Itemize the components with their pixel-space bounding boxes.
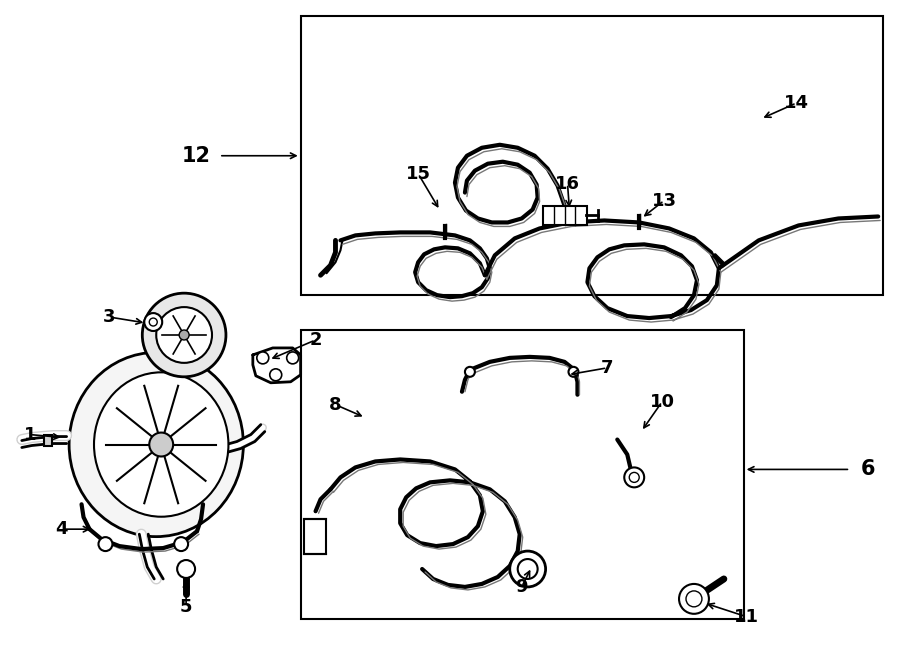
Text: 3: 3 bbox=[104, 308, 116, 326]
Circle shape bbox=[287, 352, 299, 364]
Circle shape bbox=[569, 367, 579, 377]
Circle shape bbox=[149, 318, 158, 326]
Text: 11: 11 bbox=[734, 608, 760, 626]
Bar bbox=[543, 205, 588, 226]
Bar bbox=[303, 519, 326, 554]
Text: 13: 13 bbox=[652, 191, 677, 210]
Circle shape bbox=[256, 352, 269, 364]
Circle shape bbox=[179, 330, 189, 340]
Circle shape bbox=[144, 313, 162, 331]
Circle shape bbox=[142, 293, 226, 377]
Text: 10: 10 bbox=[650, 393, 675, 410]
Ellipse shape bbox=[94, 372, 229, 517]
Bar bbox=[301, 17, 883, 295]
Circle shape bbox=[625, 467, 644, 487]
Circle shape bbox=[157, 307, 212, 363]
Circle shape bbox=[686, 591, 702, 607]
Ellipse shape bbox=[69, 352, 243, 537]
Text: 15: 15 bbox=[406, 165, 430, 183]
Circle shape bbox=[518, 559, 537, 579]
Text: 5: 5 bbox=[180, 598, 193, 616]
Circle shape bbox=[629, 473, 639, 483]
Bar bbox=[44, 434, 51, 446]
Circle shape bbox=[177, 560, 195, 578]
Circle shape bbox=[270, 369, 282, 381]
Text: 14: 14 bbox=[784, 94, 809, 112]
Bar bbox=[301, 330, 743, 619]
Text: 8: 8 bbox=[329, 396, 342, 414]
Text: 7: 7 bbox=[601, 359, 614, 377]
Circle shape bbox=[509, 551, 545, 587]
Text: 12: 12 bbox=[182, 146, 211, 166]
Circle shape bbox=[679, 584, 709, 614]
Text: 2: 2 bbox=[310, 331, 322, 349]
Circle shape bbox=[149, 432, 173, 457]
Text: 1: 1 bbox=[23, 426, 36, 444]
Text: 16: 16 bbox=[555, 175, 580, 193]
Circle shape bbox=[98, 537, 112, 551]
Circle shape bbox=[465, 367, 475, 377]
Circle shape bbox=[175, 537, 188, 551]
Text: 4: 4 bbox=[56, 520, 68, 538]
Text: 9: 9 bbox=[516, 578, 528, 596]
Text: 6: 6 bbox=[861, 459, 876, 479]
